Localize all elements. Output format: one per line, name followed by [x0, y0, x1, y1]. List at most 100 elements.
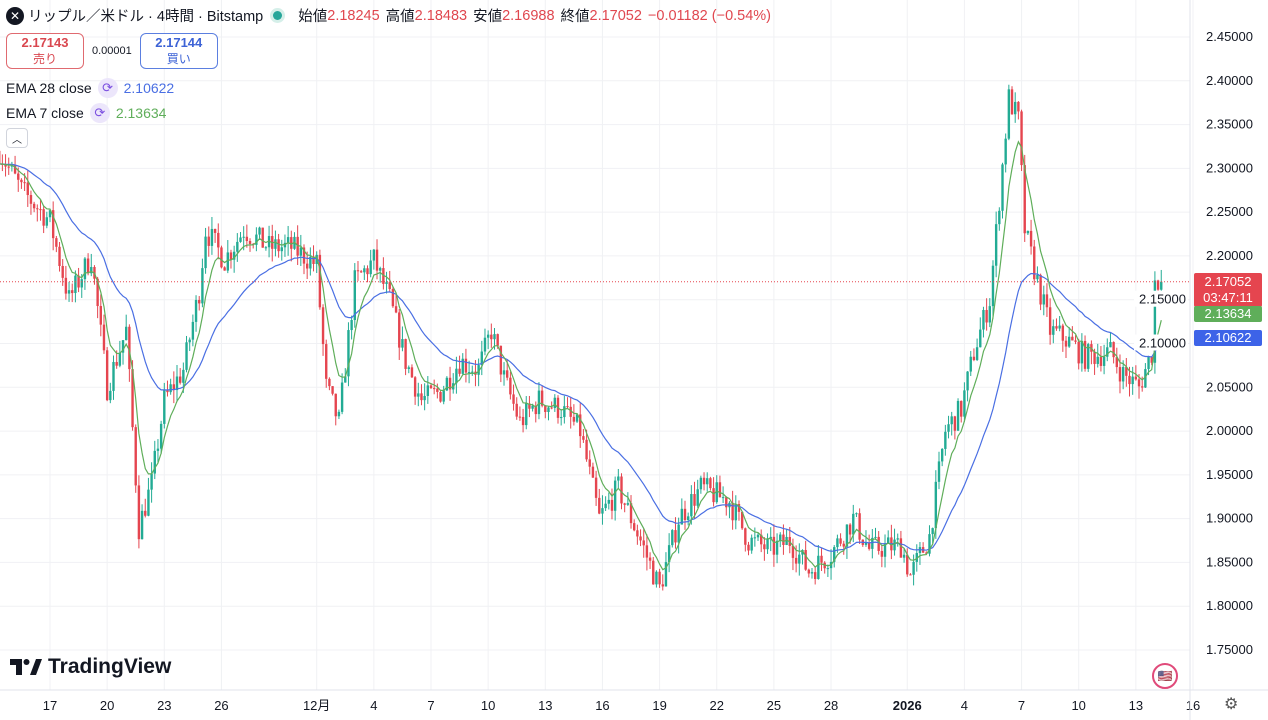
candle-body: [144, 510, 147, 516]
candle-body: [801, 550, 804, 555]
candle-body: [115, 361, 118, 366]
candle-body: [413, 377, 417, 397]
candle-body: [61, 265, 64, 278]
high-value: 2.18483: [414, 7, 468, 24]
candle-body: [245, 236, 249, 241]
last-price-label: 2.17052 03:47:11: [1194, 273, 1262, 307]
candle-body: [45, 217, 49, 226]
candle-body: [874, 536, 877, 538]
candle-body: [232, 251, 236, 260]
sell-button[interactable]: 2.17143 売り: [6, 33, 84, 69]
candle-body: [940, 448, 944, 462]
candle-body: [620, 476, 623, 504]
x-ripple-icon: ✕: [6, 6, 24, 25]
low-label: 安値: [473, 9, 503, 25]
candle-body: [1014, 101, 1017, 115]
x-tick-label: 13: [538, 698, 552, 713]
candle-body: [931, 528, 934, 535]
candle-body: [137, 485, 141, 540]
candle-body: [525, 403, 528, 426]
candle-body: [1083, 340, 1087, 369]
ema28-line: [0, 163, 1162, 552]
candle-body: [147, 489, 150, 516]
candle-body: [775, 540, 779, 555]
candle-body: [172, 384, 176, 391]
candle-body: [1007, 89, 1011, 139]
candle-body: [312, 256, 315, 264]
candle-body: [512, 394, 515, 404]
us-flag-icon[interactable]: 🇺🇸: [1152, 663, 1178, 689]
candle-body: [96, 278, 99, 307]
candle-body: [785, 536, 788, 545]
candle-body: [286, 237, 290, 243]
candle-body: [610, 499, 614, 511]
candle-body: [1067, 336, 1071, 347]
candle-body: [280, 247, 283, 252]
candle-body: [309, 256, 312, 269]
buy-button[interactable]: 2.17144 買い: [139, 33, 218, 69]
candle-body: [39, 209, 42, 211]
candle-body: [550, 407, 553, 409]
y-tick-label: 1.85000: [1206, 554, 1253, 569]
symbol-title[interactable]: リップル／米ドル · 4時間 · Bitstamp: [28, 9, 264, 25]
candle-body: [626, 503, 630, 505]
candle-body: [690, 494, 693, 517]
candle-body: [207, 236, 210, 246]
gear-icon[interactable]: ⚙: [1224, 696, 1239, 713]
candle-body: [1141, 386, 1144, 388]
candle-body: [591, 466, 595, 478]
candle-body: [213, 228, 217, 233]
collapse-indicators-button[interactable]: ︿: [6, 128, 28, 148]
candle-body: [731, 502, 734, 521]
y-tick-label: 2.25000: [1206, 204, 1253, 219]
x-tick-label: 13: [1129, 698, 1143, 713]
indicator-value: 2.10622: [123, 80, 175, 96]
tradingview-logo[interactable]: TradingView: [10, 655, 171, 679]
candle-body: [64, 277, 68, 294]
candle-body: [883, 543, 887, 557]
candle-body: [436, 388, 439, 392]
candle-body: [369, 260, 372, 275]
candle-body: [845, 524, 849, 547]
candle-body: [534, 405, 537, 415]
x-tick-label: 10: [1071, 698, 1085, 713]
candle-body: [712, 488, 715, 503]
y-tick-label-bg: [1134, 290, 1188, 307]
candle-body: [480, 351, 483, 366]
x-tick-label: 28: [824, 698, 838, 713]
candle-body: [90, 267, 93, 274]
candle-body: [664, 562, 668, 587]
candle-body: [318, 254, 322, 308]
candle-body: [972, 356, 976, 360]
indicator-ema28[interactable]: EMA 28 close ⟳ 2.10622: [6, 78, 174, 98]
candle-body: [502, 370, 506, 375]
candle-body: [71, 290, 74, 294]
candle-body: [131, 369, 134, 428]
candle-body: [906, 554, 909, 575]
candle-body: [490, 334, 493, 340]
refresh-icon[interactable]: ⟳: [89, 103, 110, 123]
candle-body: [740, 511, 744, 529]
candle-body: [134, 427, 137, 486]
candle-body: [394, 306, 398, 313]
candle-body: [1045, 294, 1049, 308]
candle-body: [553, 397, 557, 408]
refresh-icon[interactable]: ⟳: [97, 78, 118, 98]
ema28-price-label: 2.10622: [1194, 330, 1262, 346]
y-tick-label: 2.35000: [1206, 117, 1253, 132]
candle-body: [693, 494, 696, 506]
candle-body: [925, 552, 928, 554]
candle-body: [963, 390, 966, 417]
buy-price: 2.17144: [155, 35, 203, 50]
candle-body: [753, 537, 757, 539]
candle-body: [159, 423, 163, 449]
candle-body: [969, 356, 972, 372]
candle-body: [445, 377, 449, 391]
candle-body: [613, 480, 617, 511]
candle-body: [760, 534, 763, 545]
low-value: 2.16988: [502, 7, 555, 24]
candle-body: [515, 403, 518, 417]
x-tick-label: 12月: [303, 698, 330, 713]
indicator-ema7[interactable]: EMA 7 close ⟳ 2.13634: [6, 103, 166, 123]
